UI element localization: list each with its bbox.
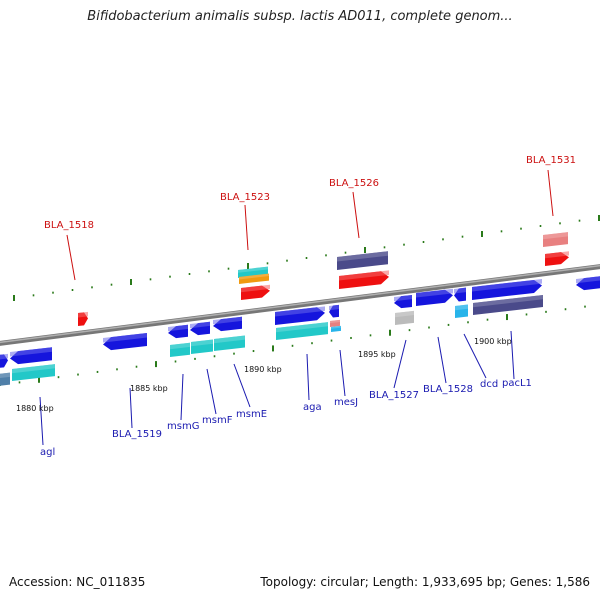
gene-label-bla-1528[interactable]: BLA_1528 <box>423 384 473 395</box>
scale-label: 1890 kbp <box>244 365 282 374</box>
scale-label: 1900 kbp <box>474 337 512 346</box>
gene-feature <box>330 319 340 327</box>
gene-feature <box>0 372 10 386</box>
gene-feature <box>170 342 190 357</box>
gene-feature <box>394 294 412 309</box>
gene-label-agl[interactable]: agl <box>40 447 55 458</box>
label-leader-line <box>306 353 310 401</box>
gene-label-bla-1526[interactable]: BLA_1526 <box>329 178 379 189</box>
gene-label-mesj[interactable]: mesJ <box>334 397 358 408</box>
gene-features <box>0 232 600 386</box>
gene-feature <box>78 311 88 326</box>
label-leader-line <box>393 339 407 389</box>
gene-label-bla-1518[interactable]: BLA_1518 <box>44 220 94 231</box>
gene-feature <box>576 276 600 291</box>
label-leader-line <box>463 333 487 379</box>
gene-feature <box>103 332 147 351</box>
gene-feature <box>276 322 328 340</box>
gene-label-bla-1527[interactable]: BLA_1527 <box>369 390 419 401</box>
gene-feature <box>395 310 414 325</box>
gene-feature <box>543 232 568 247</box>
gene-feature <box>545 251 569 266</box>
genome-backbone <box>0 264 600 346</box>
gene-feature <box>455 304 468 318</box>
gene-feature <box>472 279 542 300</box>
gene-feature <box>10 347 52 365</box>
gene-feature <box>191 339 213 354</box>
label-leader-line <box>244 204 249 251</box>
gene-feature <box>337 251 388 270</box>
tick-rows <box>0 215 600 386</box>
gene-label-bla-1523[interactable]: BLA_1523 <box>220 192 270 203</box>
gene-label-dcd[interactable]: dcd <box>480 379 498 390</box>
gene-feature <box>329 304 339 318</box>
label-leader-lines <box>39 169 554 446</box>
label-leader-line <box>352 191 360 239</box>
gene-feature <box>0 353 8 368</box>
gene-feature <box>12 364 55 381</box>
gene-feature <box>454 287 466 302</box>
gene-label-aga[interactable]: aga <box>303 402 322 413</box>
gene-label-bla-1519[interactable]: BLA_1519 <box>112 429 162 440</box>
gene-feature <box>339 270 389 289</box>
scale-ruler: 1880 kbp 1885 kbp 1890 kbp 1895 kbp 1900 kbp <box>16 337 512 413</box>
label-leader-line <box>510 330 515 380</box>
gene-feature <box>241 284 270 300</box>
map-title: Bifidobacterium animalis subsp. lactis A… <box>87 9 513 24</box>
label-leader-line <box>180 373 184 421</box>
gene-feature <box>190 321 210 336</box>
gene-label-pacl1[interactable]: pacL1 <box>502 378 532 389</box>
gene-feature <box>213 316 242 332</box>
label-leader-line <box>66 234 76 281</box>
gene-feature <box>214 335 245 351</box>
label-leader-line <box>233 363 251 408</box>
label-leader-line <box>129 387 133 429</box>
gene-feature <box>239 273 269 284</box>
gene-label-msme[interactable]: msmE <box>236 409 267 420</box>
gene-label-bla-1531[interactable]: BLA_1531 <box>526 155 576 166</box>
genome-summary-text: Topology: circular; Length: 1,933,695 bp… <box>260 575 590 589</box>
accession-text: Accession: NC_011835 <box>9 575 146 589</box>
gene-label-msmg[interactable]: msmG <box>167 421 199 432</box>
scale-label: 1895 kbp <box>358 350 396 359</box>
gene-feature <box>416 288 453 306</box>
label-leader-line <box>437 336 447 384</box>
gene-feature <box>275 306 325 325</box>
scale-label: 1885 kbp <box>130 384 168 393</box>
label-leader-line <box>339 349 346 397</box>
gene-label-msmf[interactable]: msmF <box>202 415 233 426</box>
label-leader-line <box>206 368 217 415</box>
gene-feature <box>331 325 341 332</box>
scale-label: 1880 kbp <box>16 404 54 413</box>
label-leader-line <box>547 169 554 217</box>
gene-feature <box>473 295 543 315</box>
gene-feature <box>168 324 188 339</box>
label-leader-line <box>39 396 44 446</box>
